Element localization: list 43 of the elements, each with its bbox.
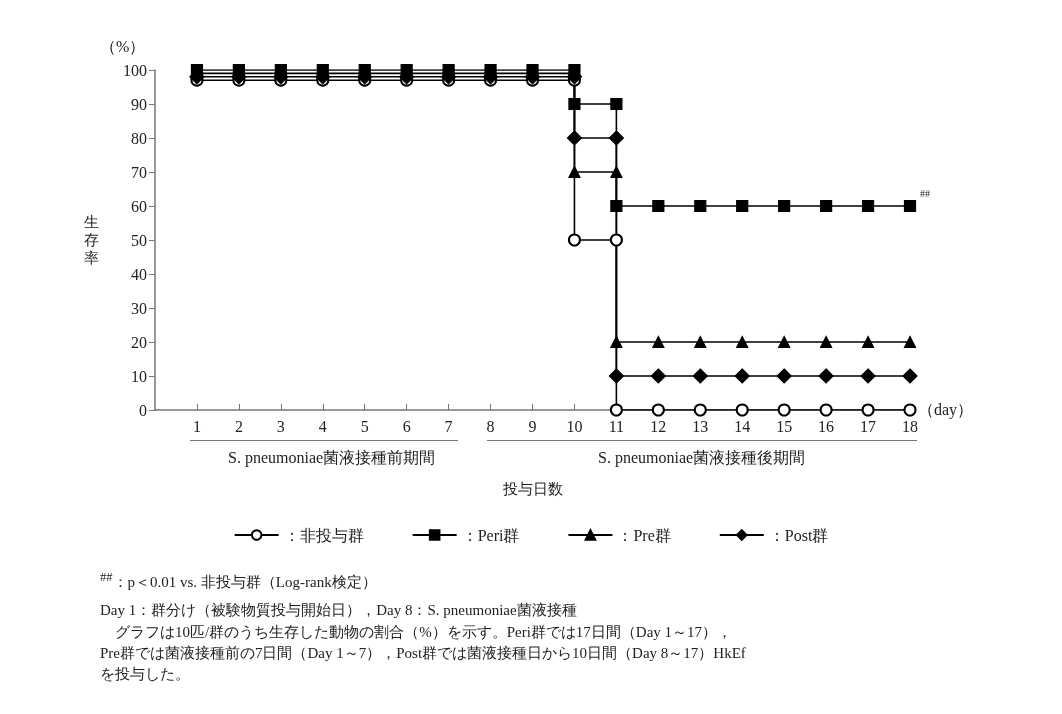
x-axis-title: 投与日数	[502, 480, 563, 499]
text: S. pneumoniae菌液接種前期間	[228, 448, 436, 469]
y-tick-label: 90	[131, 95, 147, 113]
x-tick-label: 4	[318, 417, 327, 435]
x-tick-label: 3	[276, 417, 285, 435]
x-tick-label: 17	[860, 417, 877, 435]
legend-label: ：非投与群	[283, 526, 364, 544]
x-tick-label: 1	[192, 417, 201, 435]
legend-label: ：Post群	[768, 526, 829, 544]
y-tick-label: 10	[131, 367, 147, 385]
y-tick-label: 70	[131, 163, 147, 181]
x-tick-label: 18	[902, 417, 918, 435]
legend-label: ：Pre群	[617, 526, 671, 544]
text: （day）	[918, 400, 974, 421]
annotation: ##	[920, 188, 930, 199]
x-tick-label: 11	[608, 417, 625, 435]
y-tick-label: 30	[131, 299, 147, 317]
text: （%）	[100, 37, 146, 57]
x-tick-label: 5	[360, 417, 369, 435]
x-tick-label: 14	[734, 417, 751, 435]
y-axis-title: 生存率	[84, 213, 99, 267]
x-tick-label: 10	[566, 417, 583, 435]
x-tick-label: 2	[234, 417, 243, 435]
text: グラフは10匹/群のうち生存した動物の割合（%）を示す。Peri群では17日間（Day 1～17），Pre群では菌液接種前の7日間（Day 1～7），Post群では菌液接種日から10日間（Day 8～17）HkEfを投与した。	[100, 623, 747, 684]
x-tick-label: 7	[444, 417, 453, 435]
y-tick-label: 80	[131, 129, 147, 147]
text: $^{##}$：p＜0.01 vs. 非投与群（Log-rank検定）	[100, 570, 377, 592]
text: S. pneumoniae菌液接種後期間	[598, 448, 806, 469]
x-tick-label: 13	[692, 417, 709, 435]
y-tick-label: 60	[131, 197, 147, 215]
legend-label: ：Peri群	[461, 526, 520, 544]
x-tick-label: 6	[402, 417, 411, 435]
x-tick-label: 15	[776, 417, 793, 435]
y-tick-label: 40	[131, 265, 147, 283]
y-tick-label: 20	[131, 333, 147, 351]
y-tick-label: 0	[139, 401, 147, 419]
y-tick-label: 50	[131, 231, 147, 249]
x-tick-label: 9	[528, 417, 537, 435]
x-tick-label: 8	[486, 417, 495, 435]
x-tick-label: 12	[650, 417, 667, 435]
x-tick-label: 16	[818, 417, 835, 435]
text: Day 1：群分け（被験物質投与開始日），Day 8：S. pneumoniae菌液接種	[100, 601, 577, 620]
y-tick-label: 100	[123, 61, 147, 79]
